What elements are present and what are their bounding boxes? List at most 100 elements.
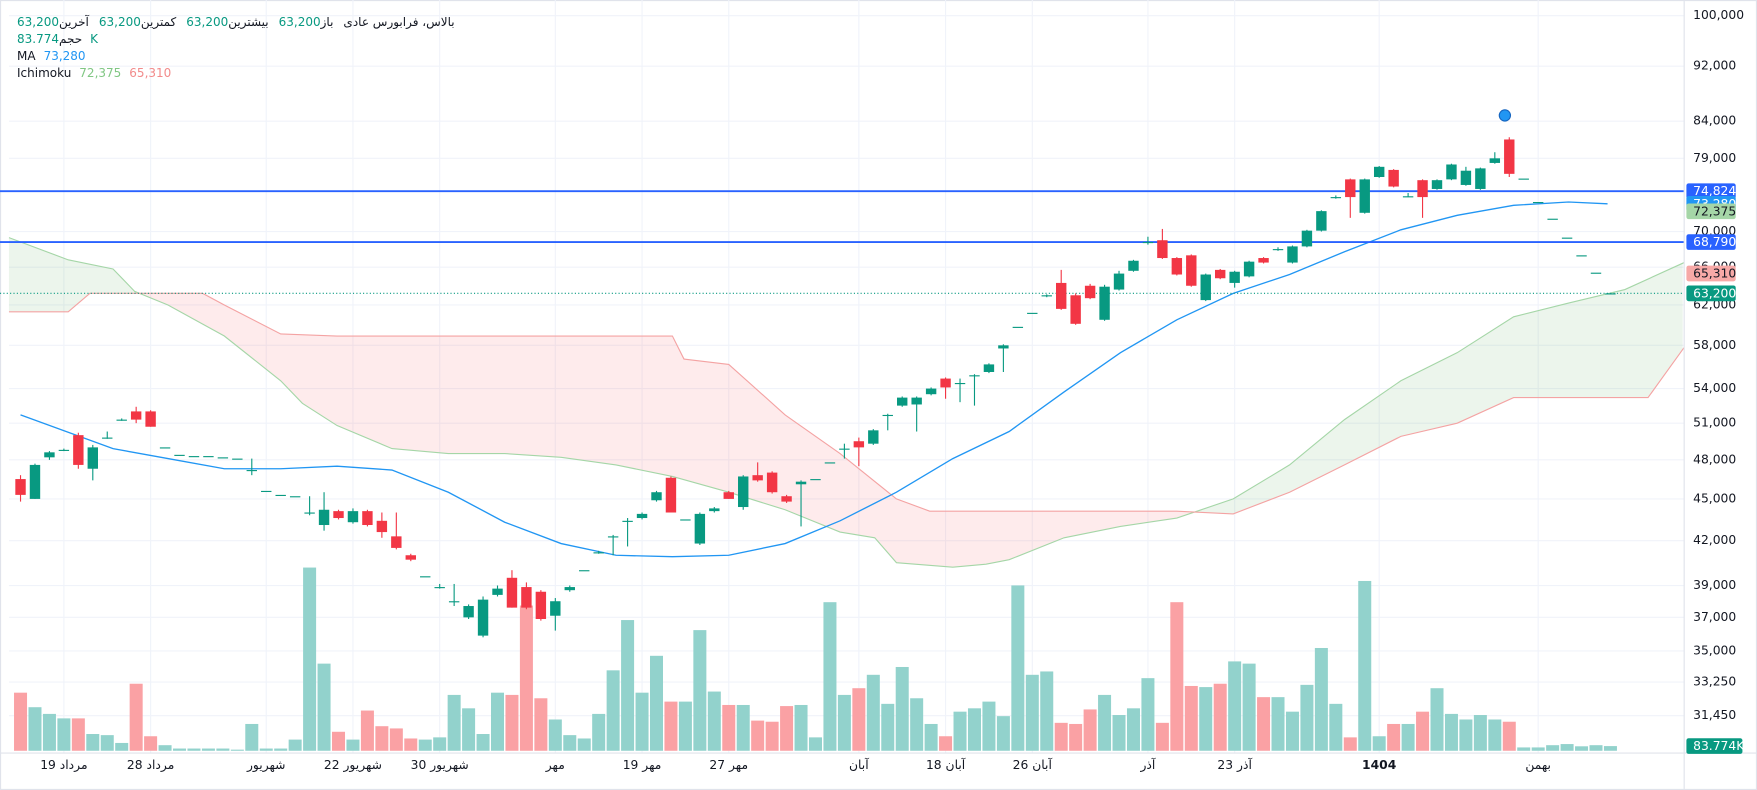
candle-body xyxy=(1489,158,1501,163)
y-tick-label: 35,000 xyxy=(1693,643,1736,657)
candle-body xyxy=(1128,260,1139,271)
candle-body xyxy=(261,490,272,493)
indicator-value: 65,310 xyxy=(129,66,172,80)
volume-bar xyxy=(1401,723,1415,751)
candle-body xyxy=(998,345,1009,349)
price-label: 68,790 xyxy=(1693,235,1736,249)
candle-body xyxy=(1359,179,1370,213)
volume-bar xyxy=(592,713,606,751)
candle-body xyxy=(564,587,575,591)
candle-body xyxy=(333,511,344,519)
candle-body xyxy=(275,494,286,497)
ichimoku-span-b xyxy=(8,292,1685,515)
candle-body xyxy=(116,419,127,421)
volume-bar xyxy=(1546,745,1560,751)
volume-bar xyxy=(1517,747,1531,751)
indicator-value: 73,280 xyxy=(43,49,86,63)
indicator-name: Ichimoku xyxy=(17,66,72,80)
volume-bar xyxy=(1285,711,1299,751)
candle-body xyxy=(434,587,445,589)
candle-body xyxy=(954,382,966,385)
volume-bar xyxy=(765,721,779,751)
volume-bar xyxy=(519,605,533,751)
volume-bar xyxy=(780,706,794,751)
volume-bar xyxy=(1170,602,1184,751)
candle-body xyxy=(217,457,229,459)
candle-body xyxy=(102,437,113,439)
x-tick-label: 30 شهریور xyxy=(411,758,469,773)
x-tick-label: 1404 xyxy=(1362,758,1396,772)
volume-bar xyxy=(837,694,851,751)
volume-bar xyxy=(577,738,591,751)
candle-body xyxy=(376,520,388,533)
candle-body xyxy=(1431,180,1443,189)
y-tick-label: 58,000 xyxy=(1693,338,1736,352)
volume-bar xyxy=(389,728,403,751)
volume-bar xyxy=(1603,746,1617,751)
candle-body xyxy=(651,492,662,501)
volume-bar xyxy=(1141,678,1155,751)
candle-body xyxy=(983,364,995,372)
volume-bar xyxy=(216,748,230,751)
candle-body xyxy=(839,448,850,450)
ohlc-field: آخرین63,200 xyxy=(17,14,89,31)
volume-bar xyxy=(563,735,577,751)
candle-body xyxy=(1070,295,1081,324)
volume-bar xyxy=(418,739,432,751)
y-tick-label: 92,000 xyxy=(1693,59,1736,73)
candle-body xyxy=(1041,295,1052,297)
candle-body xyxy=(680,519,691,521)
volume-bar xyxy=(1083,709,1097,751)
candle-body xyxy=(824,462,836,464)
candle-body xyxy=(882,414,893,417)
candle-body xyxy=(1214,269,1226,279)
candle-body xyxy=(911,397,922,405)
price-label-bg xyxy=(1686,234,1736,250)
price-label-bg xyxy=(1686,265,1736,282)
volume-bar xyxy=(1054,722,1068,751)
volume-bar xyxy=(924,723,938,751)
candle-body xyxy=(723,492,734,499)
candle-body xyxy=(1157,240,1168,259)
volume-bar xyxy=(982,701,996,751)
candle-body xyxy=(1301,230,1313,247)
candle-body xyxy=(1605,293,1616,295)
event-dot[interactable] xyxy=(1498,109,1512,122)
indicator-name: MA xyxy=(17,49,36,63)
candle-body xyxy=(130,411,142,420)
field-label: بیشترین xyxy=(228,15,269,29)
volume-bar xyxy=(476,734,490,751)
candle-body xyxy=(477,599,489,636)
y-tick-label: 42,000 xyxy=(1693,533,1736,547)
candle-body xyxy=(795,481,807,485)
candle-body xyxy=(868,430,879,444)
candle-body xyxy=(636,513,648,519)
volume-bar xyxy=(1372,736,1386,751)
candle-body xyxy=(391,536,402,548)
candle-body xyxy=(897,397,908,406)
x-tick-label: آبان xyxy=(849,757,869,772)
candle-body xyxy=(1186,255,1197,286)
volume-bar xyxy=(173,748,187,751)
candle-body xyxy=(1113,273,1125,290)
volume-bar xyxy=(86,734,100,751)
candle-body xyxy=(521,587,532,608)
candle-body xyxy=(1316,211,1327,231)
candle-body xyxy=(1027,312,1038,314)
candle-body xyxy=(709,508,720,512)
candle-body xyxy=(781,496,792,502)
volume-bar xyxy=(881,703,895,751)
volume-bar xyxy=(1314,647,1328,751)
volume-bar xyxy=(187,748,201,751)
y-tick-label: 37,000 xyxy=(1693,610,1736,624)
x-tick-label: 23 آذر xyxy=(1217,757,1252,773)
candle-body xyxy=(1012,326,1024,328)
field-label: کمترین xyxy=(140,15,177,29)
volume-bar xyxy=(1473,715,1487,751)
volume-bar xyxy=(1531,747,1545,751)
volume-bar xyxy=(1257,697,1271,751)
x-tick-label: آذر xyxy=(1139,757,1155,773)
volume-bar xyxy=(447,694,461,751)
candle-body xyxy=(203,456,214,458)
